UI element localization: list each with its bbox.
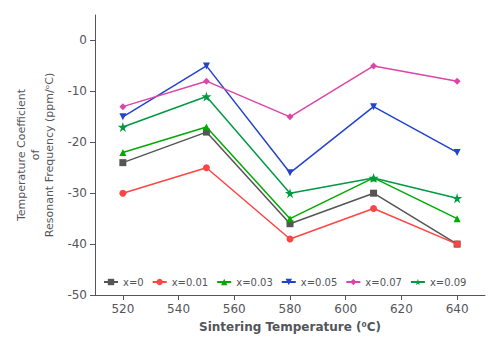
- svg-text:-40: -40: [67, 237, 87, 251]
- svg-text:x=0.09: x=0.09: [430, 277, 467, 288]
- svg-text:-10: -10: [67, 84, 87, 98]
- svg-text:x=0.03: x=0.03: [236, 277, 273, 288]
- svg-text:580: 580: [279, 302, 302, 316]
- svg-text:Resonant Frequency (ppm/ᵒC): Resonant Frequency (ppm/ᵒC): [43, 73, 56, 237]
- svg-text:540: 540: [167, 302, 190, 316]
- svg-text:of: of: [29, 149, 42, 161]
- svg-text:0: 0: [79, 33, 87, 47]
- svg-text:600: 600: [334, 302, 357, 316]
- svg-text:620: 620: [390, 302, 413, 316]
- svg-text:Sintering Temperature (⁰C): Sintering Temperature (⁰C): [199, 320, 381, 334]
- svg-text:-30: -30: [67, 186, 87, 200]
- svg-text:x=0: x=0: [123, 277, 144, 288]
- svg-text:x=0.05: x=0.05: [301, 277, 338, 288]
- svg-text:Temperature Coefficient: Temperature Coefficient: [15, 88, 28, 222]
- svg-text:520: 520: [111, 302, 134, 316]
- svg-text:x=0.07: x=0.07: [365, 277, 402, 288]
- svg-text:560: 560: [223, 302, 246, 316]
- svg-text:x=0.01: x=0.01: [172, 277, 209, 288]
- svg-text:-20: -20: [67, 135, 87, 149]
- svg-text:-50: -50: [67, 288, 87, 302]
- svg-text:640: 640: [446, 302, 469, 316]
